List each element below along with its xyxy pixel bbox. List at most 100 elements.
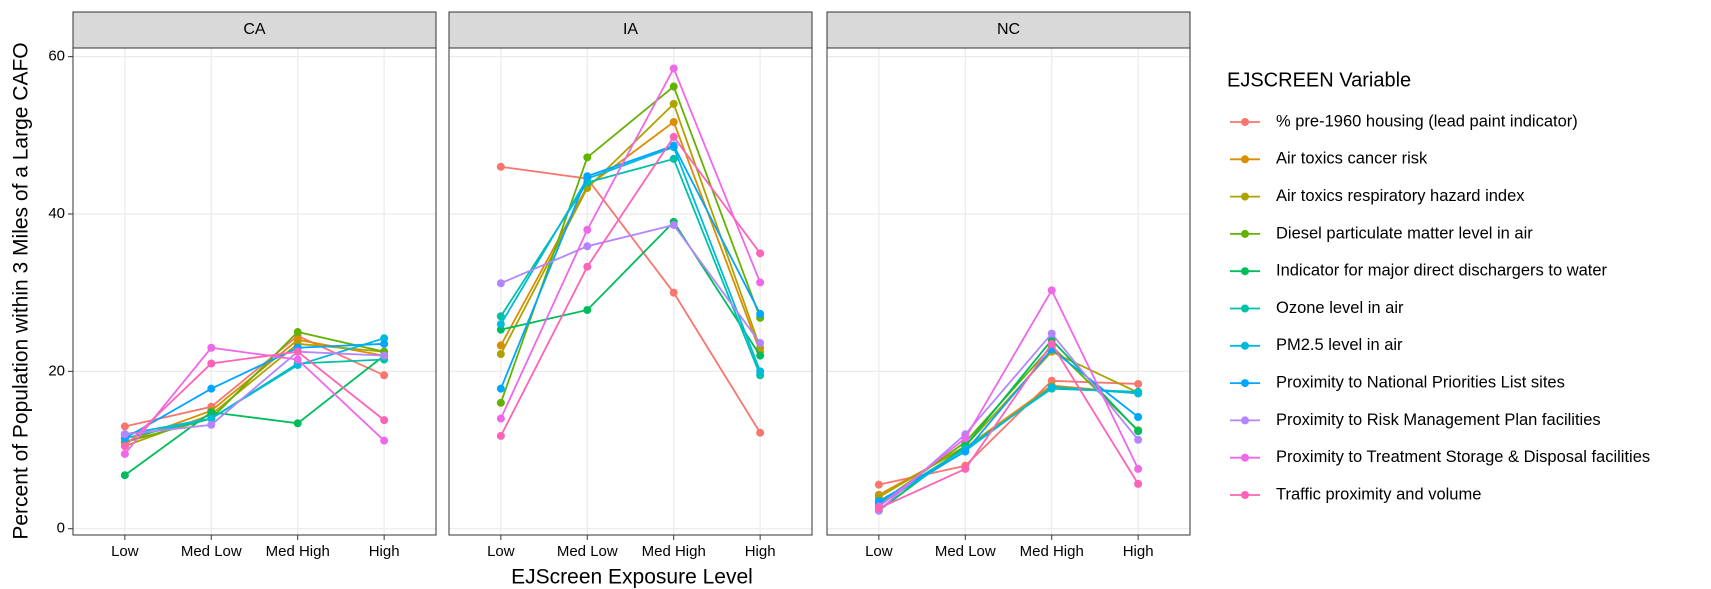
point xyxy=(756,249,765,258)
x-tick-label: Med Low xyxy=(935,543,996,560)
legend-key-point xyxy=(1241,416,1249,425)
point xyxy=(380,436,389,445)
series-line xyxy=(124,354,385,476)
legend-label: Indicator for major direct dischargers t… xyxy=(1276,262,1608,280)
series-line xyxy=(500,220,761,357)
point xyxy=(496,398,505,407)
strip xyxy=(72,11,437,49)
point xyxy=(120,430,129,439)
point xyxy=(583,305,592,314)
point xyxy=(496,162,505,171)
point xyxy=(756,309,765,318)
series-line xyxy=(500,102,761,355)
legend-label: Proximity to Risk Management Plan facili… xyxy=(1276,411,1601,429)
x-tick-label: Low xyxy=(111,543,139,560)
x-tick-label: Med High xyxy=(642,543,706,560)
point xyxy=(1134,479,1143,488)
point xyxy=(669,132,678,141)
point xyxy=(496,312,505,321)
point xyxy=(874,504,883,513)
point xyxy=(1134,389,1143,398)
point xyxy=(874,480,883,489)
point xyxy=(669,82,678,91)
x-tick-label: Low xyxy=(865,543,893,560)
point xyxy=(120,471,129,480)
point xyxy=(380,339,389,348)
series-line xyxy=(878,348,1139,502)
x-tick-label: High xyxy=(745,543,776,560)
point xyxy=(207,420,216,429)
x-tick-label: Med Low xyxy=(557,543,618,560)
point xyxy=(207,414,216,423)
x-tick-label: High xyxy=(1123,543,1154,560)
point xyxy=(496,325,505,334)
point xyxy=(756,339,765,348)
point xyxy=(756,351,765,360)
series-line xyxy=(500,157,761,376)
point xyxy=(1134,427,1143,436)
strip-label: NC xyxy=(997,21,1020,38)
series-line xyxy=(500,135,761,437)
series-line xyxy=(878,342,1139,510)
legend-label: Proximity to Treatment Storage & Disposa… xyxy=(1276,448,1650,466)
point xyxy=(496,341,505,350)
legend-key-point xyxy=(1241,304,1249,313)
series-line xyxy=(500,224,761,344)
point xyxy=(756,428,765,437)
panel-border xyxy=(72,47,437,536)
point xyxy=(1134,412,1143,421)
strip xyxy=(826,11,1191,49)
point xyxy=(380,351,389,360)
point xyxy=(496,279,505,288)
legend-key-point xyxy=(1241,118,1249,126)
legend-key-point xyxy=(1241,379,1249,388)
point xyxy=(583,242,592,251)
point xyxy=(583,262,592,271)
legend-label: Air toxics respiratory hazard index xyxy=(1276,187,1525,205)
point xyxy=(669,141,678,150)
point xyxy=(120,422,129,431)
point xyxy=(669,288,678,297)
point xyxy=(120,449,129,458)
point xyxy=(293,361,302,370)
point xyxy=(120,442,129,451)
x-tick-label: Med High xyxy=(1020,543,1084,560)
series-line xyxy=(124,337,385,436)
point xyxy=(1134,379,1143,388)
panel-bg xyxy=(827,48,1190,535)
panel-bg xyxy=(73,48,436,535)
panel-border xyxy=(826,47,1191,536)
point xyxy=(380,416,389,425)
point xyxy=(496,320,505,329)
x-tick-label: Low xyxy=(487,543,515,560)
y-tick-label: 0 xyxy=(57,520,65,537)
legend-label: PM2.5 level in air xyxy=(1276,336,1403,354)
point xyxy=(1047,329,1056,338)
point xyxy=(669,154,678,163)
series-line xyxy=(500,145,761,372)
point xyxy=(874,497,883,506)
point xyxy=(1134,435,1143,444)
x-tick-label: High xyxy=(369,543,400,560)
series-line xyxy=(124,342,385,440)
series-line xyxy=(500,120,761,353)
point xyxy=(496,350,505,359)
strip xyxy=(448,11,813,49)
legend-key-point xyxy=(1241,229,1249,238)
point xyxy=(207,343,216,352)
series-line xyxy=(124,350,385,447)
series-line xyxy=(124,346,385,455)
point xyxy=(961,464,970,473)
point xyxy=(756,278,765,287)
y-tick-label: 60 xyxy=(48,48,65,65)
series-line xyxy=(878,288,1139,508)
point xyxy=(1047,339,1056,348)
legend-label: % pre-1960 housing (lead paint indicator… xyxy=(1276,112,1578,130)
series-line xyxy=(124,334,385,428)
legend-label: Proximity to National Priorities List si… xyxy=(1276,373,1565,391)
point xyxy=(583,153,592,162)
y-tick-label: 40 xyxy=(48,205,65,222)
point xyxy=(961,447,970,456)
point xyxy=(380,334,389,343)
